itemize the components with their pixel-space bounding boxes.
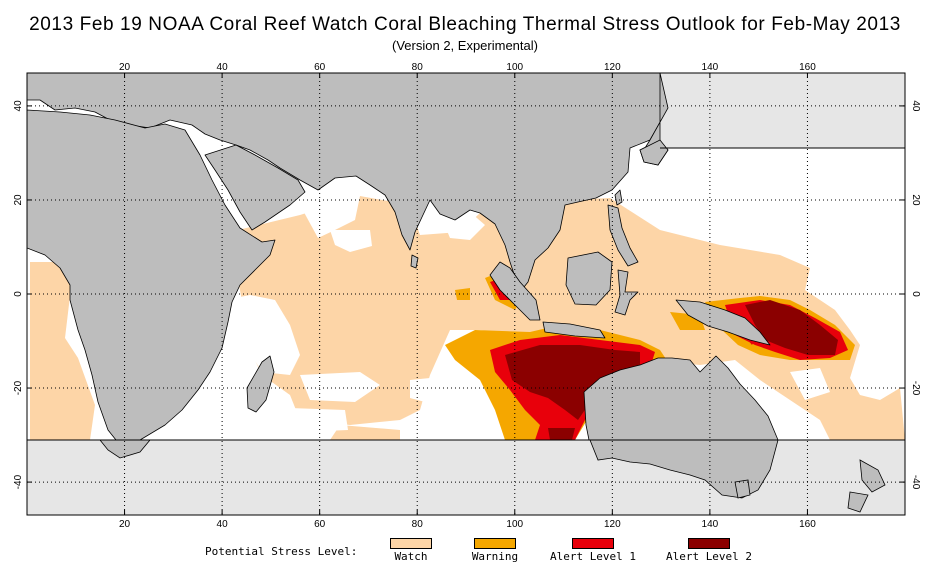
gridlines (27, 73, 905, 515)
legend-swatch-alert-level-1 (572, 538, 614, 549)
y-tick-label-left: 20 (13, 194, 24, 206)
x-tick-label-bottom: 120 (604, 519, 621, 530)
legend-label-watch: Watch (394, 550, 428, 563)
x-tick-label-bottom: 60 (314, 519, 326, 530)
legend-item-alert-level-2: Alert Level 2 (654, 538, 764, 563)
legend-item-warning: Warning (440, 538, 550, 563)
alert-level-2-areas (505, 300, 838, 440)
y-tick-label-right: 40 (910, 100, 921, 112)
x-tick-label-top: 100 (506, 62, 523, 73)
y-tick-label-right: -40 (910, 475, 921, 490)
x-tick-label-bottom: 40 (217, 519, 229, 530)
x-tick-label-top: 20 (119, 62, 131, 73)
northern-land (639, 73, 669, 166)
x-tick-label-top: 60 (314, 62, 326, 73)
x-tick-label-top: 160 (799, 62, 816, 73)
legend-item-watch: Watch (356, 538, 466, 563)
x-tick-label-top: 80 (412, 62, 424, 73)
y-tick-label-left: -40 (13, 474, 24, 489)
legend-label-alert-level-1: Alert Level 1 (549, 550, 637, 563)
x-tick-label-top: 140 (702, 62, 719, 73)
y-tick-label-right: 0 (910, 291, 921, 297)
y-tick-label-right: 20 (910, 194, 921, 206)
x-tick-label-bottom: 160 (799, 519, 816, 530)
x-tick-label-bottom: 100 (506, 519, 523, 530)
x-tick-label-top: 120 (604, 62, 621, 73)
legend-label-alert-level-2: Alert Level 2 (665, 550, 753, 563)
y-tick-label-right: -20 (910, 381, 921, 396)
x-tick-label-bottom: 20 (119, 519, 131, 530)
axis-tick-labels: 20 20 40 40 60 60 80 80 100 100 120 120 140 140 160 160… (13, 62, 921, 530)
map-subtitle: (Version 2, Experimental) (392, 38, 538, 53)
axis-ticks (27, 73, 905, 515)
x-tick-label-bottom: 80 (412, 519, 424, 530)
x-tick-label-top: 40 (217, 62, 229, 73)
land-masses (27, 73, 886, 513)
legend-label-warning: Warning (471, 550, 519, 563)
no-stress-areas (225, 190, 830, 432)
legend-title: Potential Stress Level: (205, 545, 358, 558)
y-tick-label-left: 40 (13, 100, 24, 112)
map-title: 2013 Feb 19 NOAA Coral Reef Watch Coral … (29, 14, 901, 35)
y-tick-label-left: -20 (13, 380, 24, 395)
watch-areas (30, 196, 905, 440)
legend-swatch-alert-level-2 (688, 538, 730, 549)
y-tick-label-left: 0 (13, 291, 24, 297)
x-tick-label-bottom: 140 (702, 519, 719, 530)
legend-swatch-watch (390, 538, 432, 549)
legend-item-alert-level-1: Alert Level 1 (538, 538, 648, 563)
legend-swatch-warning (474, 538, 516, 549)
